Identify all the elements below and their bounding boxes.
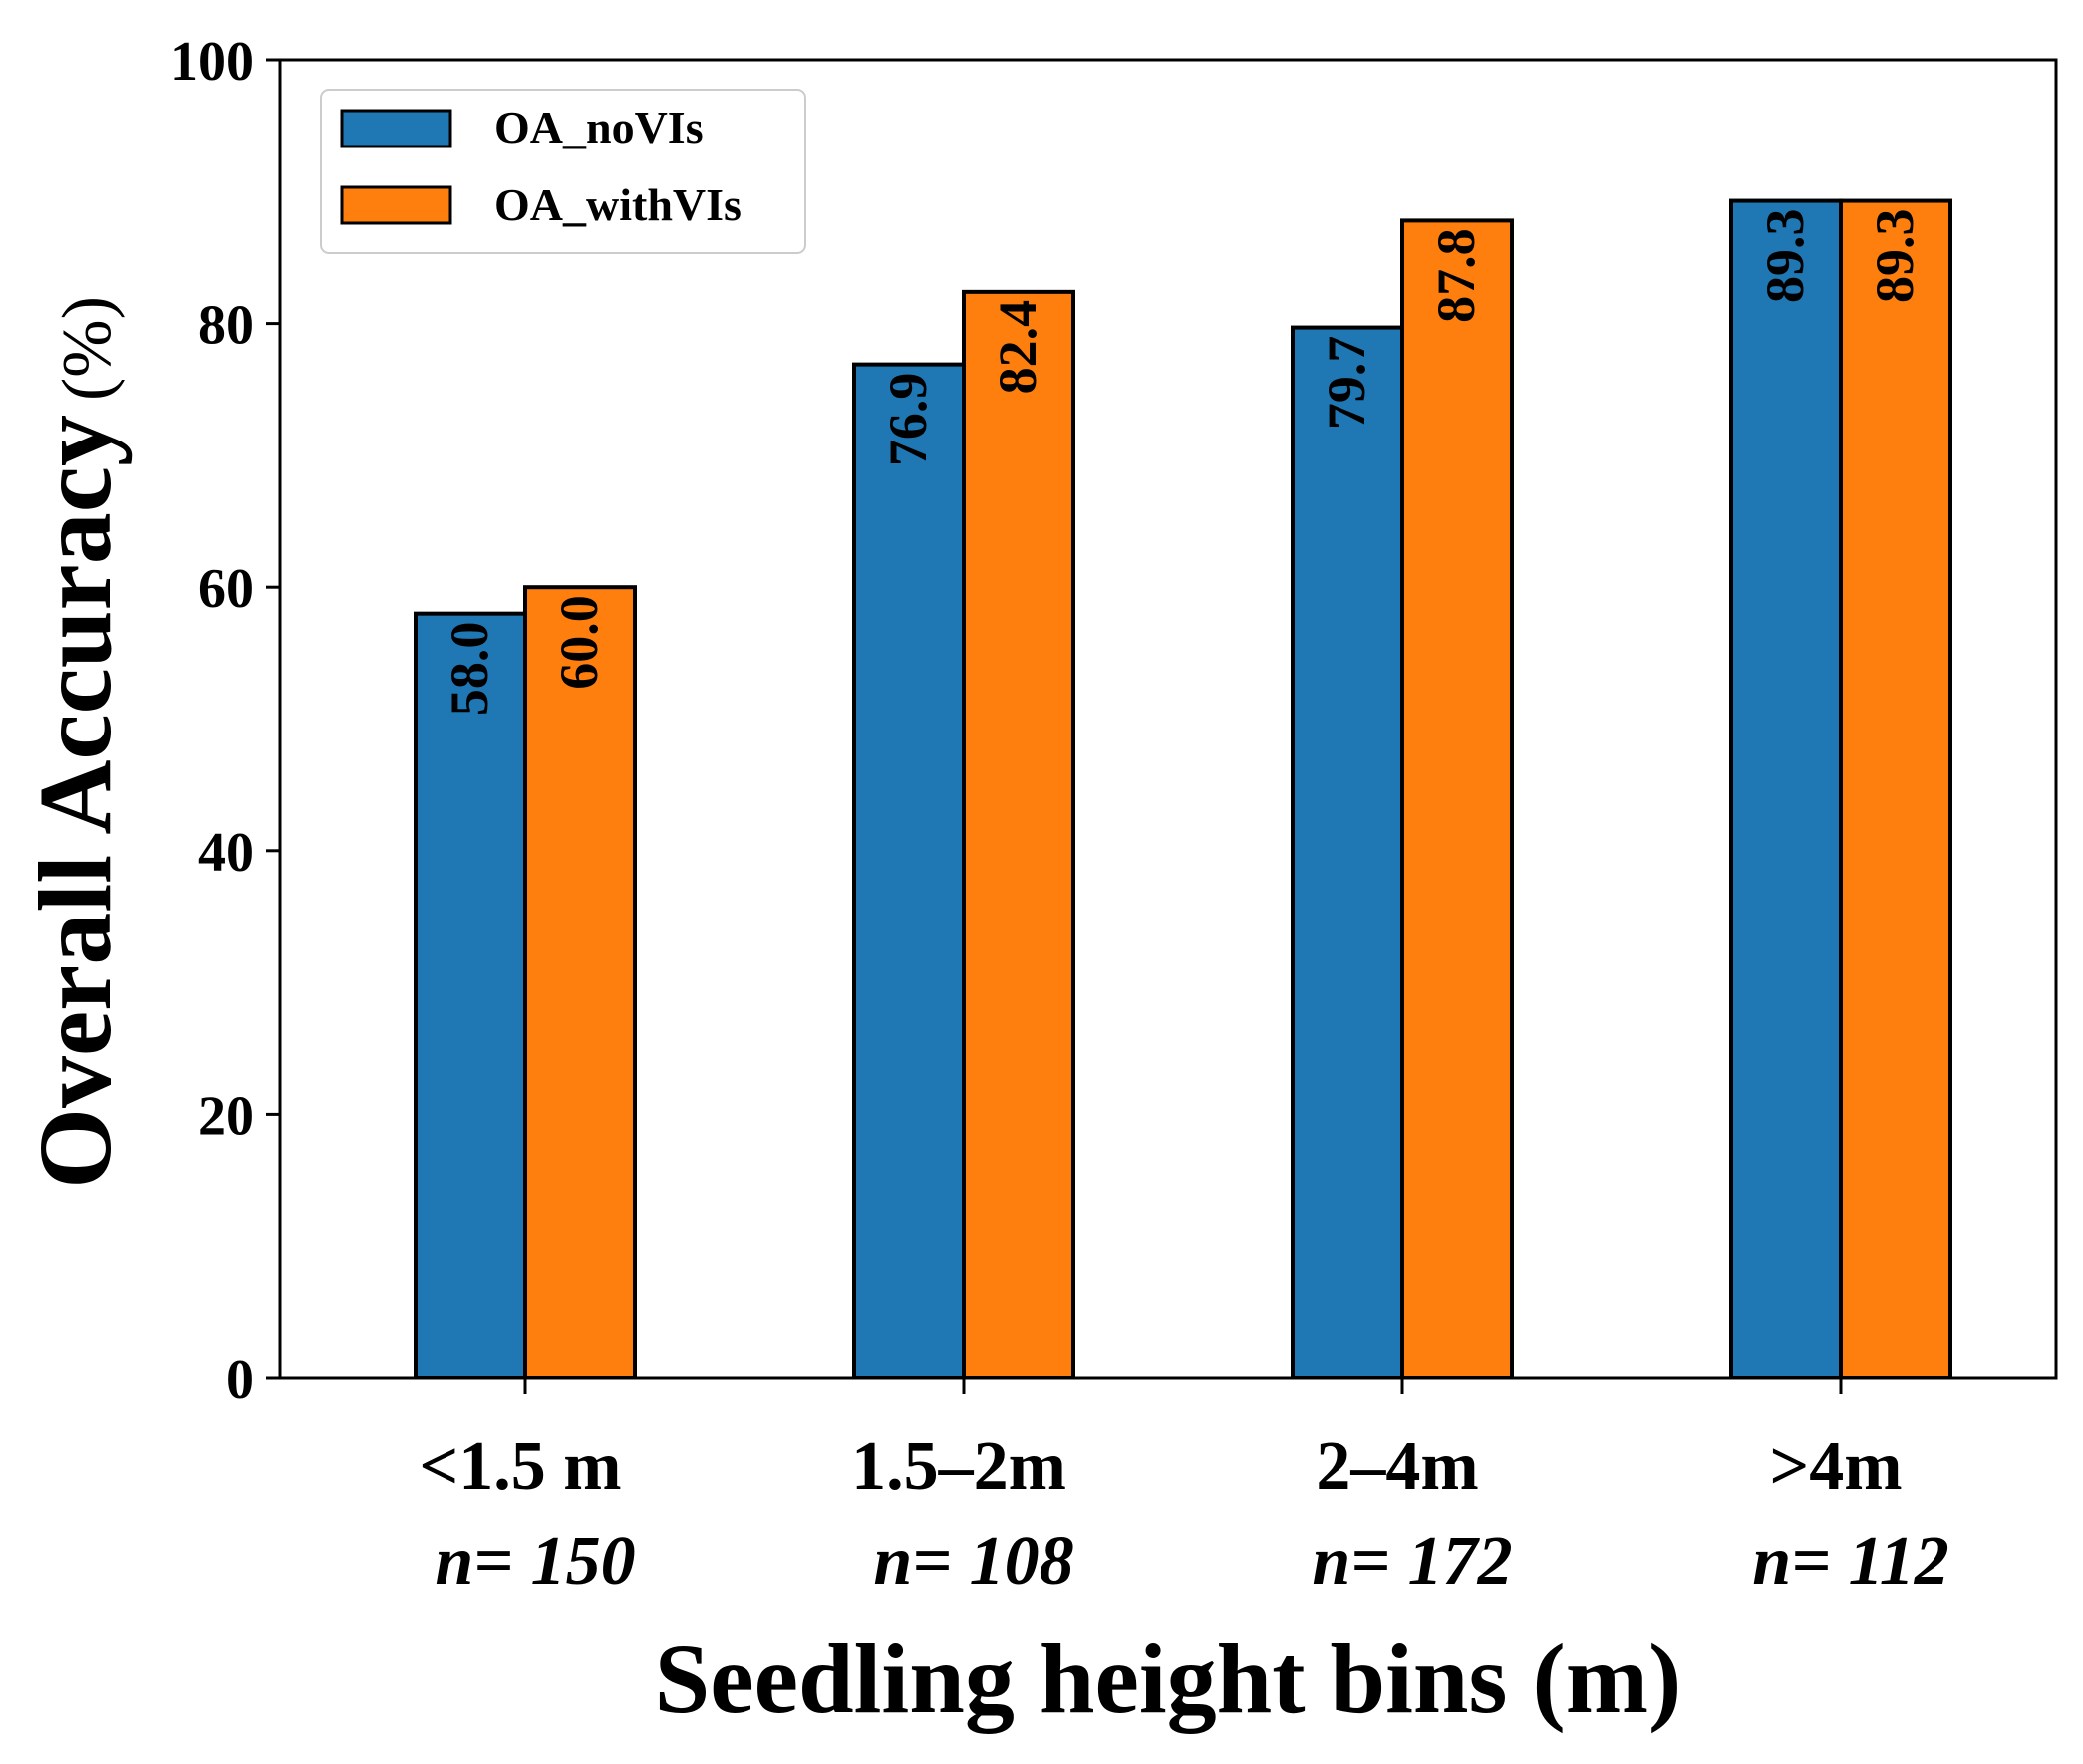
bar-oa-withvis-1 [523,585,637,1378]
legend-swatch-oa-novis [340,109,452,148]
bar-oa-novis-4 [1729,198,1843,1378]
plot-frame [278,58,2058,1380]
y-tick-label-60: 60 [198,558,254,620]
bar-oa-novis-1 [414,611,527,1378]
bar-value-label-oa-novis-2: 76.9 [878,373,938,467]
bar-oa-novis-3 [1291,325,1404,1378]
bar-value-label-oa-novis-1: 58.0 [440,622,499,717]
bar-oa-withvis-3 [1400,218,1514,1378]
x-tick-label-3: 2–4m [1316,1428,1478,1505]
y-tick-label-0: 0 [226,1349,254,1411]
x-tick-sample-size-2: n= 108 [873,1523,1073,1600]
y-tick-label-80: 80 [198,295,254,357]
legend-label-oa-withvis: OA_withVIs [494,179,742,230]
bar-value-label-oa-withvis-3: 87.8 [1426,228,1486,323]
bar-oa-novis-2 [852,362,966,1378]
bar-value-label-oa-withvis-4: 89.3 [1865,209,1925,304]
bar-value-label-oa-novis-3: 79.7 [1317,336,1376,431]
y-axis-label-main: Overall Accuracy [18,415,133,1189]
bar-value-label-oa-novis-4: 89.3 [1755,209,1815,304]
x-tick-label-2: 1.5–2m [851,1428,1066,1505]
x-tick-label-4: >4m [1769,1428,1902,1505]
legend-label-oa-novis: OA_noVIs [494,102,704,152]
y-axis-label: Overall Accuracy (%) [18,296,133,1189]
x-tick-sample-size-1: n= 150 [435,1523,635,1600]
bar-oa-withvis-2 [962,289,1075,1378]
bar-value-label-oa-withvis-2: 82.4 [988,300,1047,395]
y-tick-label-40: 40 [198,822,254,884]
x-axis-label: Seedling height bins (m) [655,1623,1682,1734]
y-axis-label-unit: (%) [49,296,126,401]
x-tick-sample-size-4: n= 112 [1752,1523,1948,1600]
x-tick-sample-size-3: n= 172 [1312,1523,1512,1600]
y-tick-label-20: 20 [198,1085,254,1147]
bar-oa-withvis-4 [1839,198,1952,1378]
bar-value-label-oa-withvis-1: 60.0 [549,595,609,690]
y-tick-label-100: 100 [170,31,254,93]
x-tick-label-1: <1.5 m [419,1428,621,1505]
legend: OA_noVIs OA_withVIs [320,89,806,254]
legend-swatch-oa-withvis [340,185,452,225]
